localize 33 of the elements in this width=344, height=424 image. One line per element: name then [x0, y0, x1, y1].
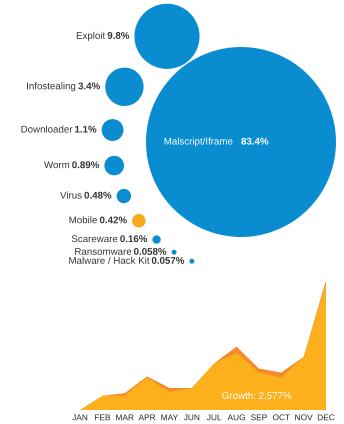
category-label: Exploit	[76, 32, 106, 41]
x-tick-label: NOV	[295, 414, 313, 420]
data-label: 3.4%	[78, 82, 100, 90]
category-label: Worm	[44, 161, 70, 168]
x-tick-label: DEC	[318, 414, 334, 420]
category-label: Malware / Hack Kit	[69, 256, 150, 264]
category-label: Scareware	[72, 235, 118, 242]
data-label: 0.89%	[72, 161, 100, 168]
category-label: Malscript/Iframe	[164, 137, 232, 147]
data-label: 9.8%	[108, 32, 130, 39]
annotation: Growth: 2,577%	[222, 392, 292, 400]
x-tick-label: MAY	[161, 414, 178, 420]
category-label: Ransomware	[75, 248, 132, 255]
category-label: Downloader	[21, 125, 72, 133]
data-label: 0.48%	[84, 192, 112, 199]
x-tick-label: JAN	[72, 414, 88, 420]
x-tick-label: MAR	[116, 414, 134, 420]
x-tick-label: SEP	[250, 414, 267, 420]
category-label: Infostealing	[27, 82, 76, 92]
data-label: 0.42%	[100, 216, 127, 224]
x-tick-label: APR	[138, 414, 156, 420]
data-label: 83.4%	[241, 138, 268, 145]
category-label: Mobile	[69, 216, 97, 224]
x-tick-label: JUN	[184, 414, 200, 420]
x-tick-label: FEB	[94, 414, 110, 420]
category-label: Virus	[60, 192, 82, 199]
x-tick-label: AUG	[228, 414, 245, 420]
x-tick-label: JUL	[206, 414, 222, 420]
data-label: 0.058%	[134, 248, 166, 255]
data-label: 0.057%	[152, 257, 184, 264]
data-label: 0.16%	[120, 235, 148, 242]
x-tick-label: OCT	[272, 414, 290, 420]
data-label: 1.1%	[75, 126, 96, 133]
